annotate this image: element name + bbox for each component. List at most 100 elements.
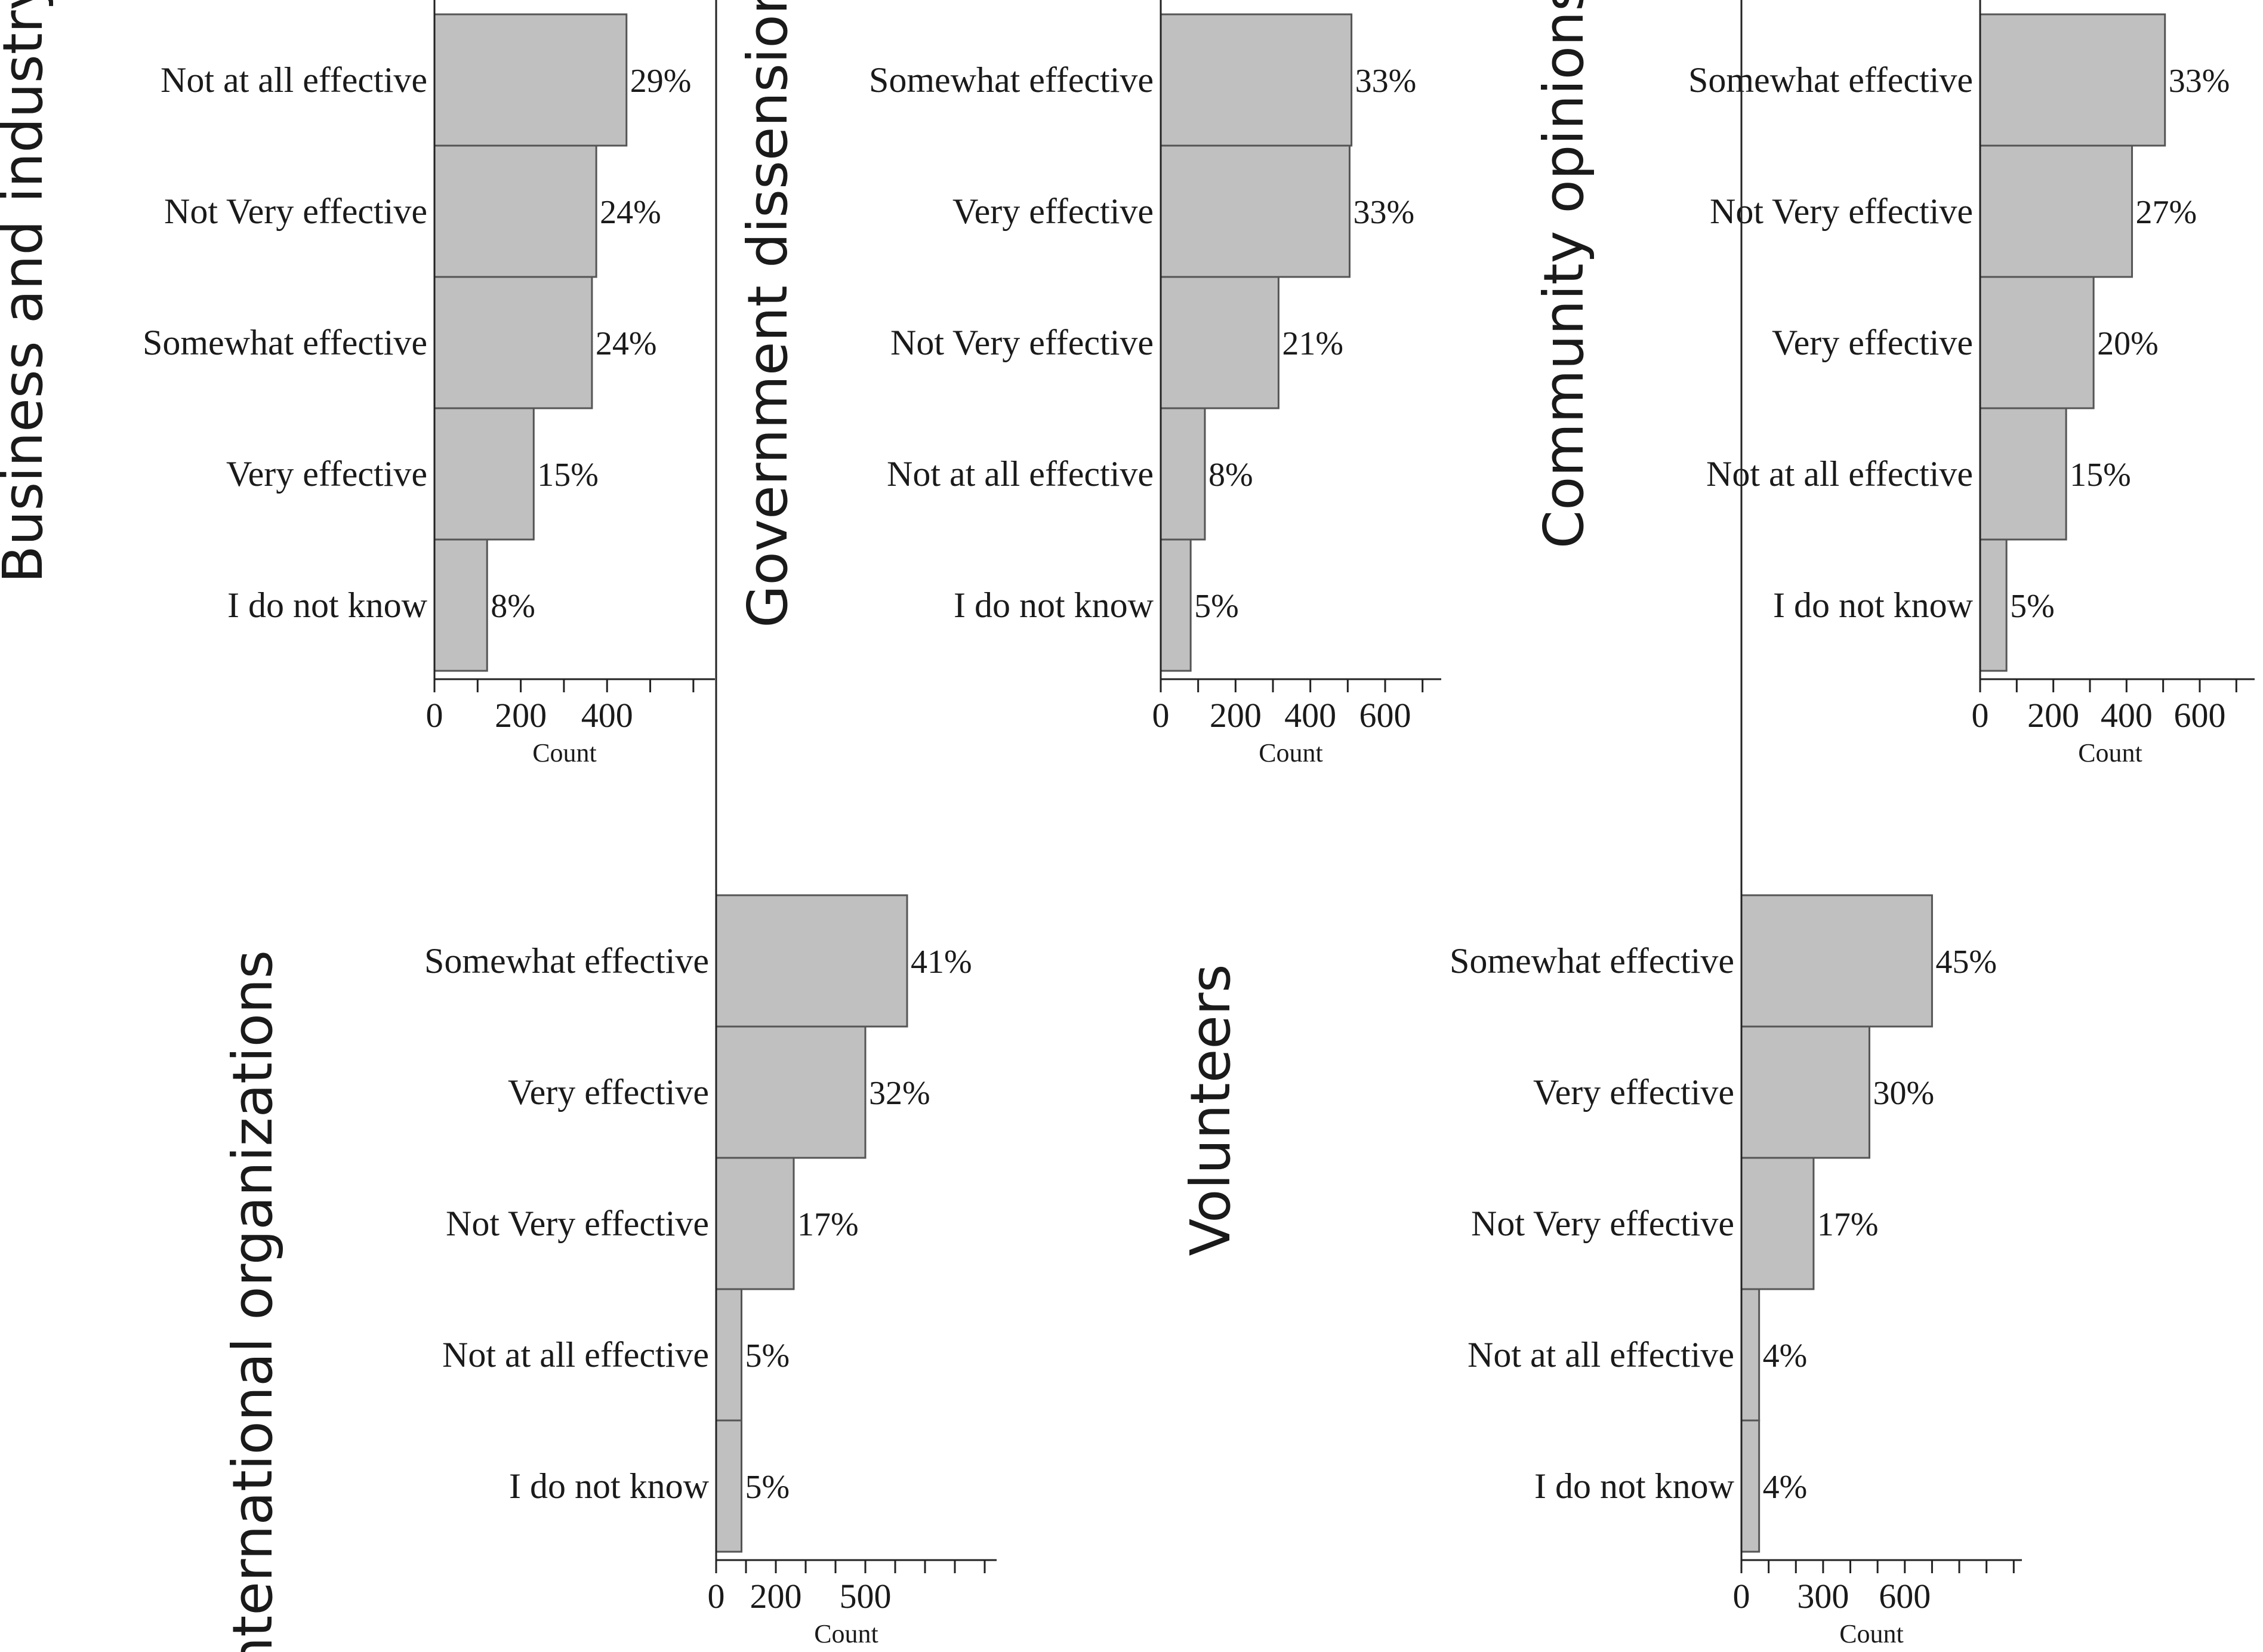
category-label: I do not know: [1773, 585, 1974, 625]
bar: [1979, 13, 2166, 147]
data-label: 8%: [1208, 457, 1253, 494]
category-label: Not Very effective: [1710, 192, 1973, 231]
category-label: I do not know: [1534, 1466, 1735, 1506]
data-label: 30%: [1873, 1075, 1934, 1112]
bar: [1740, 1419, 1761, 1553]
data-label: 33%: [1355, 63, 1417, 100]
category-label: Very effective: [952, 192, 1154, 231]
data-label: 32%: [869, 1075, 930, 1112]
category-label: I do not know: [227, 585, 428, 625]
data-label: 5%: [745, 1469, 790, 1506]
data-label: 24%: [600, 194, 661, 231]
chart-title: Volunteers: [1179, 964, 1243, 1256]
x-tick-label: 600: [2174, 696, 2226, 735]
x-axis-label: Count: [1259, 738, 1323, 768]
bar: [715, 1025, 867, 1159]
chart-panel-2: Government dissensions Somewhat effective…: [736, 0, 1441, 768]
data-label: 5%: [2010, 588, 2055, 625]
category-label: Not Very effective: [890, 323, 1154, 362]
bar: [1160, 144, 1351, 278]
data-label: 29%: [630, 63, 692, 100]
x-axis-label: Count: [2078, 738, 2142, 768]
x-tick-label: 0: [1152, 696, 1170, 735]
x-tick-label: 500: [840, 1577, 892, 1616]
chart-panel-1: Business and industry Not at all effectiv…: [0, 0, 715, 768]
bar: [1160, 407, 1206, 541]
x-tick-label: 0: [708, 1577, 725, 1616]
category-label: Very effective: [1533, 1072, 1734, 1112]
category-label: Very effective: [1772, 323, 1973, 362]
x-axis-label: Count: [532, 738, 597, 768]
x-tick-label: 0: [1972, 696, 1989, 735]
bar: [1979, 538, 2008, 672]
bar: [1160, 276, 1280, 409]
category-label: Somewhat effective: [143, 323, 427, 362]
chart-title: Business and industry: [0, 0, 55, 583]
bar: [1740, 1288, 1761, 1422]
bar: [715, 1288, 742, 1422]
data-label: 5%: [1194, 588, 1239, 625]
data-label: 33%: [2169, 63, 2230, 100]
data-label: 15%: [537, 457, 599, 494]
data-label: 4%: [1763, 1469, 1808, 1506]
x-tick-label: 600: [1359, 696, 1411, 735]
x-tick-label: 200: [495, 696, 547, 735]
category-label: Not at all effective: [161, 60, 427, 100]
category-label: Not at all effective: [442, 1335, 709, 1374]
chart-panel-4: International organizations Somewhat effe…: [221, 0, 997, 1652]
x-tick-label: 200: [2027, 696, 2079, 735]
category-label: I do not know: [509, 1466, 710, 1506]
data-label: 21%: [1282, 325, 1343, 362]
bar: [1979, 276, 2095, 409]
bar: [1740, 894, 1933, 1028]
bar: [433, 407, 535, 541]
category-label: Somewhat effective: [869, 60, 1154, 100]
data-label: 20%: [2097, 325, 2159, 362]
x-axis-label: Count: [1839, 1619, 1904, 1648]
x-tick-label: 300: [1797, 1577, 1849, 1616]
data-label: 5%: [745, 1337, 790, 1374]
x-tick-label: 200: [1210, 696, 1262, 735]
data-label: 24%: [596, 325, 657, 362]
data-label: 33%: [1353, 194, 1414, 231]
chart-panel-3: Community opinions Somewhat effective 33% N…: [1532, 0, 2255, 768]
data-label: 15%: [2070, 457, 2131, 494]
data-label: 27%: [2136, 194, 2197, 231]
category-label: Not Very effective: [1471, 1204, 1734, 1243]
bar: [715, 894, 908, 1028]
chart-title: Government dissensions: [736, 0, 800, 628]
bar: [1979, 144, 2133, 278]
bar: [1160, 538, 1192, 672]
category-label: Not at all effective: [1467, 1335, 1734, 1374]
category-label: Not Very effective: [164, 192, 427, 231]
category-label: Not at all effective: [887, 454, 1154, 494]
category-label: Somewhat effective: [1688, 60, 1973, 100]
bar: [433, 276, 593, 409]
category-label: Very effective: [508, 1072, 709, 1112]
x-tick-label: 0: [426, 696, 443, 735]
x-tick-label: 200: [750, 1577, 802, 1616]
category-label: Not at all effective: [1706, 454, 1973, 494]
category-label: Somewhat effective: [424, 941, 709, 981]
data-label: 41%: [911, 944, 972, 981]
bar: [715, 1419, 742, 1553]
bar: [1160, 13, 1353, 147]
data-label: 4%: [1763, 1337, 1808, 1374]
x-tick-label: 400: [581, 696, 633, 735]
category-label: Not Very effective: [446, 1204, 709, 1243]
data-label: 17%: [1817, 1206, 1879, 1243]
x-tick-label: 400: [1284, 696, 1336, 735]
data-label: 45%: [1935, 944, 1997, 981]
bar: [1979, 407, 2067, 541]
chart-panel-5: Volunteers Somewhat effective 45% Very effe…: [1179, 0, 2022, 1648]
bar: [433, 538, 488, 672]
x-tick-label: 400: [2101, 696, 2153, 735]
bar: [715, 1157, 795, 1290]
category-label: I do not know: [954, 585, 1154, 625]
data-label: 17%: [797, 1206, 859, 1243]
category-label: Very effective: [226, 454, 427, 494]
chart-title: International organizations: [221, 950, 285, 1652]
chart-title: Community opinions: [1532, 0, 1596, 548]
x-tick-label: 0: [1733, 1577, 1750, 1616]
